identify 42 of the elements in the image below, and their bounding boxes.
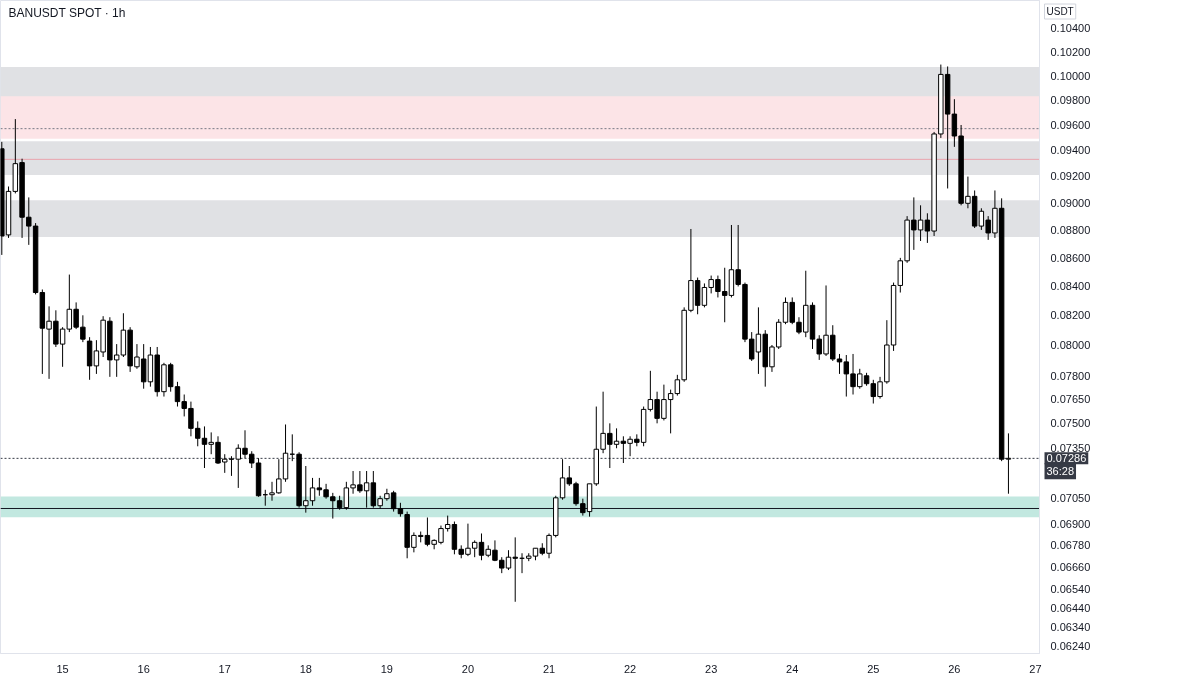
y-tick-label: 0.09200 (1050, 170, 1091, 183)
y-tick-label: 0.10000 (1050, 69, 1091, 82)
y-tick-label: 0.08800 (1050, 224, 1091, 237)
y-tick-label: 0.07500 (1050, 417, 1091, 430)
y-tick-label: 0.06440 (1050, 601, 1091, 614)
y-tick-label: 0.07350 (1050, 441, 1091, 454)
x-tick-label: 18 (299, 662, 312, 675)
x-tick-label: 22 (623, 662, 637, 675)
x-tick-label: 24 (786, 662, 799, 675)
y-tick-label: 0.08200 (1050, 309, 1091, 322)
y-tick-label: 0.08600 (1050, 251, 1091, 264)
x-tick-label: 23 (705, 662, 718, 675)
y-tick-label: 0.10400 (1050, 22, 1091, 35)
y-tick-label: 0.07800 (1050, 369, 1091, 382)
y-tick-label: 0.06340 (1050, 620, 1091, 633)
y-tick-label: 0.06540 (1050, 582, 1091, 595)
y-tick-label: 0.09000 (1050, 196, 1091, 209)
y-tick-label: 0.08400 (1050, 280, 1091, 293)
ref-line-label: 0.07286 (1046, 452, 1087, 465)
x-tick-label: 19 (380, 662, 394, 675)
chart-title: BANUSDT SPOT · 1h (8, 5, 126, 20)
y-tick-label: 0.09600 (1050, 118, 1091, 131)
y-tick-label: 0.07650 (1050, 393, 1091, 406)
x-tick-label: 15 (56, 662, 69, 675)
text: 36:28 (1046, 465, 1075, 478)
y-tick-label: 0.07050 (1050, 492, 1091, 505)
x-tick-label: 17 (218, 662, 231, 675)
y-tick-label: 0.06900 (1050, 518, 1091, 531)
y-tick-label: 0.09400 (1050, 144, 1091, 157)
y-tick-label: 0.10200 (1050, 45, 1091, 58)
x-tick-label: 27 (1029, 662, 1042, 675)
y-tick-label: 0.08000 (1050, 339, 1091, 352)
x-tick-label: 20 (461, 662, 475, 675)
y-tick-label: 0.06660 (1050, 560, 1091, 573)
y-tick-label: 0.06240 (1050, 639, 1091, 652)
x-tick-label: 25 (867, 662, 880, 675)
y-tick-label: 0.09800 (1050, 93, 1091, 106)
x-tick-label: 16 (137, 662, 150, 675)
x-tick-label: 21 (542, 662, 556, 675)
x-tick-label: 26 (948, 662, 961, 675)
y-tick-label: 0.06780 (1050, 539, 1091, 552)
y-axis-title: USDT (1046, 6, 1074, 17)
